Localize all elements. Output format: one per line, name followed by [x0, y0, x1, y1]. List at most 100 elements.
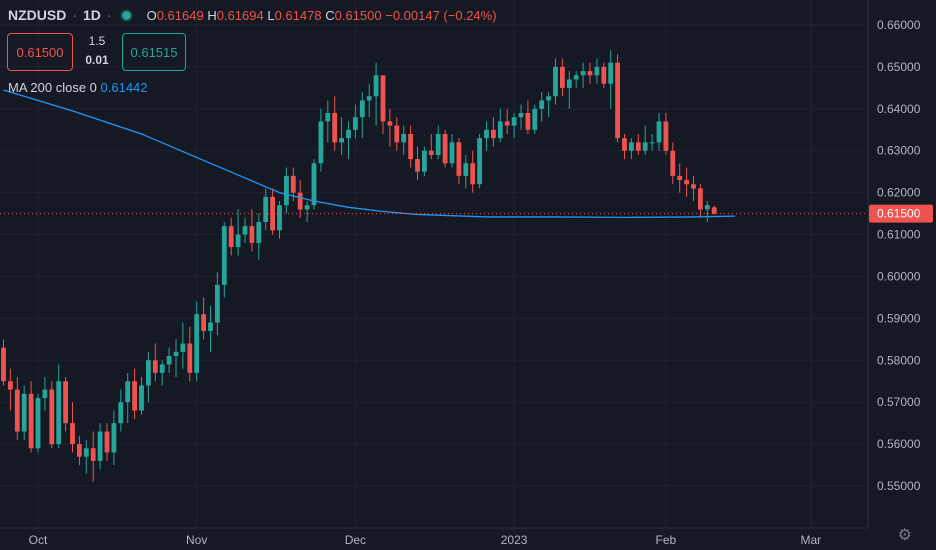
close-label: C [325, 7, 335, 23]
candle-body [635, 142, 641, 151]
candle-body [387, 121, 393, 126]
candle-body [566, 79, 572, 88]
candle-body [49, 389, 55, 445]
price-tick-label: 0.65000 [877, 60, 921, 74]
indicator-label: MA 200 close 0 [8, 80, 97, 95]
candle-body [456, 142, 462, 176]
candle-body [401, 133, 407, 143]
candle-body [277, 205, 282, 231]
time-tick-label: Mar [800, 533, 821, 547]
candle-body [90, 448, 96, 461]
candle-body [42, 389, 48, 398]
candle-body [449, 142, 455, 164]
candle-body [249, 226, 255, 243]
candle-body [677, 175, 683, 181]
candle-body [601, 66, 607, 84]
candle-body [297, 192, 303, 210]
candle-body [221, 226, 227, 285]
interval-label[interactable]: 1D [83, 7, 101, 23]
candle-body [580, 71, 586, 76]
candle-body [118, 402, 124, 424]
price-tick-label: 0.61000 [877, 228, 921, 242]
candle-body [511, 117, 517, 126]
candle-body [518, 113, 524, 118]
candle-body [435, 133, 441, 155]
spread-top: 1.5 [88, 34, 106, 48]
candle-body [8, 381, 13, 390]
candle-body [97, 431, 103, 461]
candle-body [325, 113, 331, 122]
candle-body [380, 75, 386, 122]
time-tick-label: Oct [29, 533, 48, 547]
candle-body [463, 163, 469, 176]
candle-body [608, 62, 614, 84]
candle-body [691, 184, 696, 189]
candle-body [470, 163, 476, 185]
candle-body [408, 133, 413, 160]
candle-body [642, 142, 648, 151]
candle-body [573, 75, 579, 80]
candle-body [146, 360, 151, 386]
time-tick-label: Nov [186, 533, 207, 547]
candle-body [311, 163, 317, 206]
price-tick-label: 0.56000 [877, 437, 921, 451]
ma-200-line [3, 89, 735, 219]
gear-icon[interactable]: ⚙ [897, 527, 912, 544]
price-tick-label: 0.62000 [877, 186, 921, 200]
sell-button[interactable]: 0.61500 [7, 33, 73, 71]
candle-series [1, 50, 717, 482]
candle-body [235, 234, 241, 248]
candle-body [290, 175, 296, 193]
price-tick-label: 0.59000 [877, 311, 921, 325]
price-tick-label: 0.64000 [877, 102, 921, 116]
candle-body [318, 121, 324, 164]
symbol-header: NZDUSD · 1D · O0.61649 H0.61694 L0.61478… [8, 7, 497, 23]
candle-body [346, 129, 351, 139]
candle-body [428, 150, 434, 155]
last-price-label: 0.61500 [869, 204, 933, 223]
high-value: 0.61694 [216, 7, 264, 23]
candle-body [21, 393, 27, 432]
candle-body [497, 121, 503, 139]
candle-body [587, 71, 593, 76]
indicator-legend[interactable]: MA 200 close 0 0.61442 [8, 80, 148, 95]
candle-body [125, 381, 131, 403]
candle-body [1, 347, 6, 382]
candle-body [663, 121, 669, 151]
candle-body [532, 108, 538, 130]
time-axis[interactable]: Oct Nov Dec 2023 Feb Mar [29, 533, 821, 547]
indicator-value: 0.61442 [100, 80, 148, 95]
candle-body [670, 150, 676, 176]
candle-body [256, 221, 262, 243]
candle-body [477, 138, 482, 185]
candle-body [70, 423, 75, 445]
candle-body [201, 314, 206, 331]
candle-body [187, 343, 193, 373]
time-tick-label: Feb [656, 533, 677, 547]
change-value: −0.00147 (−0.24%) [385, 7, 497, 23]
candle-body [263, 196, 269, 222]
spread-bottom: 0.01 [85, 53, 109, 67]
candle-body [63, 381, 68, 424]
candle-body [228, 226, 234, 248]
candle-body [504, 121, 510, 126]
candle-body [28, 393, 34, 449]
candle-body [35, 397, 41, 449]
close-value: 0.61500 [334, 7, 382, 23]
buy-button[interactable]: 0.61515 [122, 33, 186, 71]
candle-body [656, 121, 662, 143]
header-separator-dot-2: · [106, 7, 112, 23]
candle-body [215, 284, 220, 323]
candle-body [104, 431, 110, 453]
candle-body [594, 66, 600, 76]
symbol-name[interactable]: NZDUSD [8, 7, 67, 23]
time-tick-label: Dec [345, 533, 366, 547]
candle-body [711, 207, 717, 214]
candle-body [353, 117, 358, 130]
candle-body [553, 66, 558, 97]
candle-body [339, 138, 344, 143]
price-axis[interactable]: 0.66000 0.65000 0.64000 0.63000 0.62000 0.610… [877, 18, 921, 493]
candle-body [284, 175, 289, 206]
candle-body [560, 66, 565, 88]
